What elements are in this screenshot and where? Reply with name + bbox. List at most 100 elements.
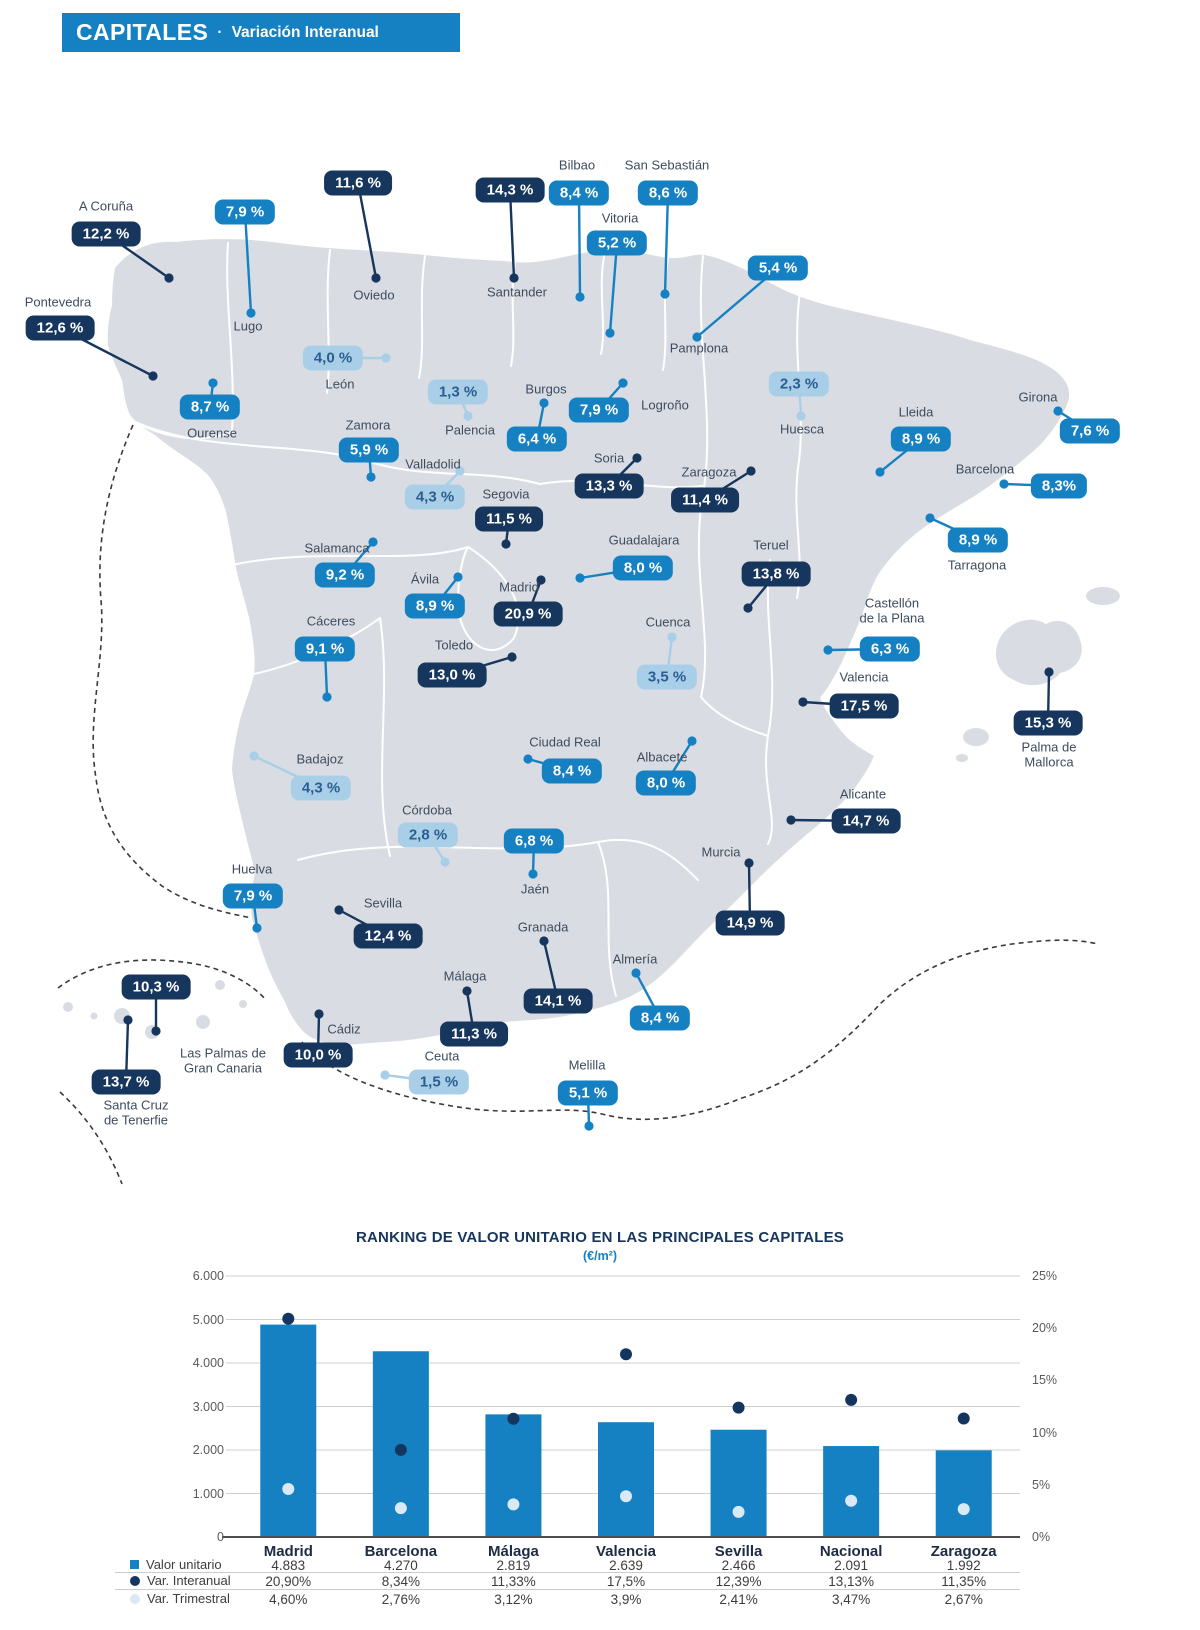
value-badge-vitoria: 5,2 % bbox=[586, 230, 648, 256]
city-label-toledo: Toledo bbox=[434, 637, 474, 653]
column-header-madrid: Madrid bbox=[263, 1543, 313, 1560]
city-dot-a-corun-a bbox=[164, 273, 174, 283]
city-dot-co-rdoba bbox=[440, 857, 450, 867]
table-cell-var-trimestral-sevilla: 2,41% bbox=[719, 1592, 758, 1607]
value-badge-madrid: 20,9 % bbox=[493, 601, 563, 627]
leader-line-santander bbox=[508, 189, 516, 279]
legend-label-valor-unitario: Valor unitario bbox=[146, 1557, 222, 1572]
value-badge-segovia: 11,5 % bbox=[475, 506, 543, 532]
value-badge-leo-n: 4,0 % bbox=[302, 345, 364, 371]
city-label-segovia: Segovia bbox=[482, 486, 530, 502]
point-var-trimestral-ma-laga bbox=[507, 1498, 520, 1511]
table-cell-var-interanual-valencia: 17,5% bbox=[606, 1574, 646, 1589]
value-badge-las-palmas-de-gran-canaria: 10,3 % bbox=[121, 974, 191, 1000]
chart-subtitle: (€/m²) bbox=[582, 1249, 618, 1263]
right-axis-tick-15%: 15% bbox=[1032, 1373, 1058, 1388]
value-badge-ca-diz: 10,0 % bbox=[283, 1042, 353, 1068]
balearic-islands bbox=[956, 587, 1120, 762]
city-dot-palma-de-mallorca bbox=[1044, 667, 1054, 677]
city-label-tarragona: Tarragona bbox=[947, 557, 1007, 573]
value-badge-bilbao: 8,4 % bbox=[548, 180, 610, 206]
city-dot-huesca bbox=[796, 411, 806, 421]
value-badge-soria: 13,3 % bbox=[574, 473, 644, 499]
city-dot-santa-cruz-de-tenerfie bbox=[123, 1015, 133, 1025]
leader-line-lugo bbox=[243, 211, 253, 314]
right-axis-tick-10%: 10% bbox=[1032, 1425, 1058, 1440]
valor-unitario-square-marker-icon bbox=[130, 1560, 139, 1569]
city-dot-leo-n bbox=[381, 353, 391, 363]
city-label-a-corun-a: A Coruña bbox=[78, 198, 134, 214]
page-subtitle: Variación Interanual bbox=[231, 23, 379, 41]
table-separator-2 bbox=[115, 1589, 1020, 1590]
city-dot-barcelona bbox=[999, 479, 1009, 489]
value-badge-a-vila: 8,9 % bbox=[404, 593, 466, 619]
column-header-zaragoza: Zaragoza bbox=[930, 1543, 997, 1560]
city-dot-tarragona bbox=[925, 513, 935, 523]
value-badge-logron-o: 7,9 % bbox=[568, 397, 630, 423]
city-label-pontevedra: Pontevedra bbox=[24, 294, 92, 310]
value-badge-palencia: 1,3 % bbox=[427, 379, 489, 405]
city-label-san-sebastia-n: San Sebastián bbox=[624, 157, 710, 173]
left-axis-tick-3.000: 3.000 bbox=[192, 1399, 224, 1414]
city-label-zamora: Zamora bbox=[345, 417, 391, 433]
value-badge-valladolid: 4,3 % bbox=[404, 484, 466, 510]
value-badge-albacete: 8,0 % bbox=[635, 770, 697, 796]
table-cell-valor-unitario-barcelona: 4.270 bbox=[383, 1558, 418, 1573]
value-badge-oviedo: 11,6 % bbox=[324, 170, 392, 196]
southwest-dash bbox=[59, 1091, 123, 1185]
city-dot-alicante bbox=[786, 815, 796, 825]
left-axis-tick-1.000: 1.000 bbox=[192, 1486, 224, 1501]
city-label-co-rdoba: Córdoba bbox=[402, 802, 452, 818]
city-label-jae-n: Jaén bbox=[520, 881, 550, 897]
table-cell-valor-unitario-valencia: 2.639 bbox=[609, 1558, 643, 1573]
city-label-cuenca: Cuenca bbox=[645, 614, 691, 630]
city-dot-ma-laga bbox=[462, 986, 472, 996]
bar-ma-laga bbox=[485, 1414, 542, 1537]
chart-layer bbox=[222, 1275, 1020, 1538]
city-label-ca-ceres: Cáceres bbox=[306, 613, 356, 629]
dashed-coastlines bbox=[57, 424, 1099, 1185]
leader-line-bilbao bbox=[577, 192, 582, 298]
leader-line-san-sebastia-n bbox=[663, 192, 670, 295]
city-label-guadalajara: Guadalajara bbox=[608, 532, 680, 548]
city-dot-lugo bbox=[246, 308, 256, 318]
value-badge-a-corun-a: 12,2 % bbox=[71, 221, 141, 247]
city-label-sevilla: Sevilla bbox=[363, 895, 403, 911]
city-dot-lleida bbox=[875, 467, 885, 477]
city-dot-vitoria bbox=[605, 328, 615, 338]
city-label-burgos: Burgos bbox=[525, 381, 567, 397]
point-var-interanual-sevilla bbox=[732, 1401, 745, 1414]
city-dot-ciudad-real bbox=[523, 754, 533, 764]
city-dot-sevilla bbox=[334, 905, 344, 915]
city-label-ca-diz: Cádiz bbox=[327, 1021, 361, 1037]
city-label-barcelona: Barcelona bbox=[955, 461, 1015, 477]
city-dot-santander bbox=[509, 273, 519, 283]
city-label-zaragoza: Zaragoza bbox=[681, 464, 737, 480]
right-axis-tick-5%: 5% bbox=[1032, 1477, 1051, 1492]
column-header-sevilla: Sevilla bbox=[714, 1543, 763, 1560]
city-dot-jae-n bbox=[528, 869, 538, 879]
city-label-santa-cruz-de-tenerfie: Santa Cruz de Tenerfie bbox=[103, 1097, 169, 1127]
city-dot-ceuta bbox=[380, 1070, 390, 1080]
city-dot-toledo bbox=[507, 652, 517, 662]
value-badge-melilla: 5,1 % bbox=[557, 1080, 619, 1106]
city-label-vitoria: Vitoria bbox=[601, 210, 639, 226]
value-badge-san-sebastia-n: 8,6 % bbox=[637, 180, 699, 206]
legend-label-var-trimestral: Var. Trimestral bbox=[147, 1591, 230, 1606]
table-cell-var-interanual-sevilla: 12,39% bbox=[715, 1574, 762, 1589]
table-cell-var-interanual-nacional: 13,13% bbox=[828, 1574, 875, 1589]
city-label-logron-o: Logroño bbox=[641, 397, 689, 413]
city-label-valladolid: Valladolid bbox=[405, 456, 461, 472]
city-dot-ca-ceres bbox=[322, 692, 332, 702]
city-dot-logron-o bbox=[618, 378, 628, 388]
city-label-salamanca: Salamanca bbox=[304, 540, 370, 556]
city-label-huesca: Huesca bbox=[779, 421, 825, 437]
city-label-albacete: Albacete bbox=[636, 749, 688, 765]
table-cell-var-interanual-zaragoza: 11,35% bbox=[941, 1574, 987, 1589]
table-cell-var-trimestral-ma-laga: 3,12% bbox=[494, 1592, 533, 1607]
right-axis-tick-25%: 25% bbox=[1032, 1269, 1058, 1283]
right-axis-tick-20%: 20% bbox=[1032, 1321, 1058, 1336]
city-dot-teruel bbox=[743, 603, 753, 613]
city-dot-segovia bbox=[501, 539, 511, 549]
leader-line-vitoria bbox=[608, 242, 619, 334]
